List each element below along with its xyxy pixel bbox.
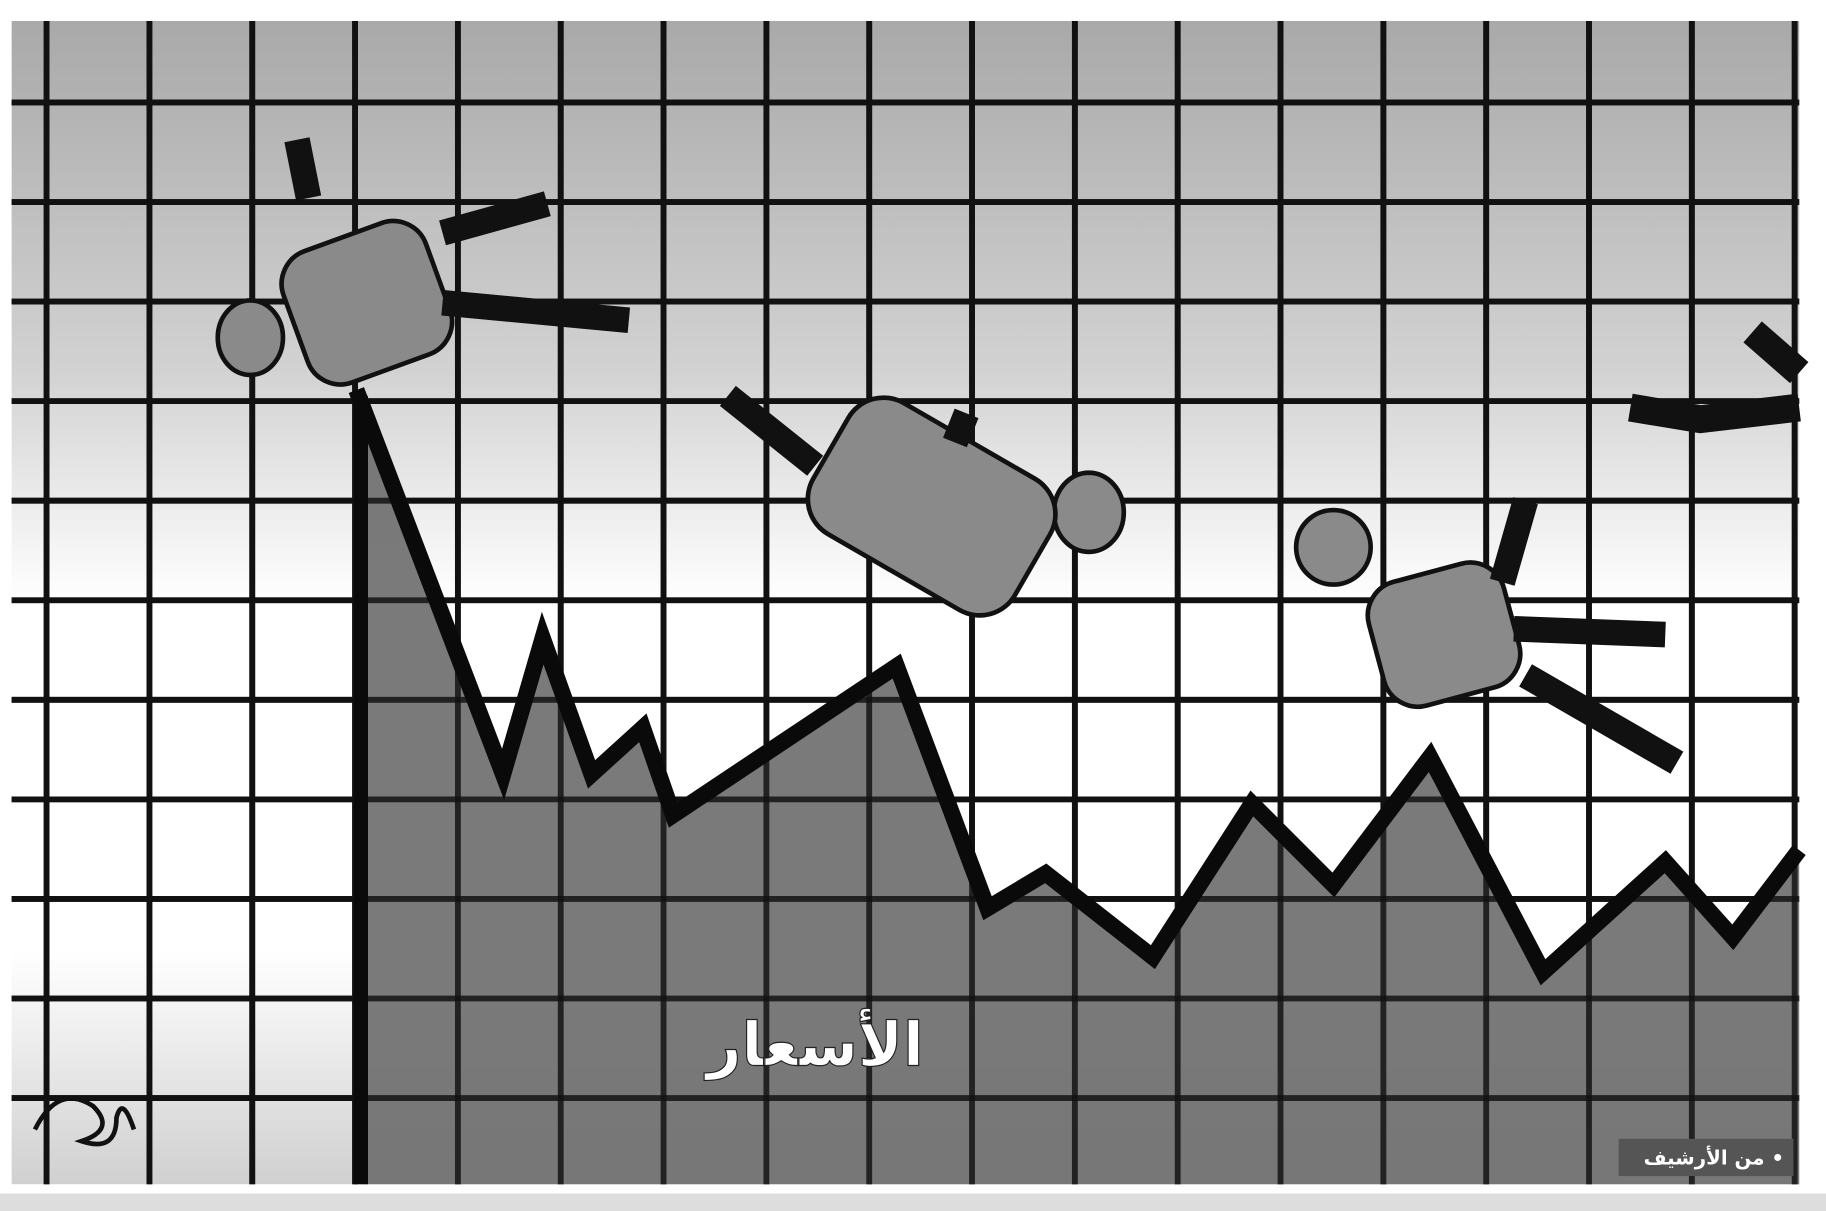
- cartoon: الأسعار • من الأرشيف: [0, 0, 1826, 1211]
- caption: الأسعار: [704, 1008, 924, 1080]
- credit: • من الأرشيف: [1644, 1144, 1784, 1169]
- bottom-border: [0, 1194, 1826, 1211]
